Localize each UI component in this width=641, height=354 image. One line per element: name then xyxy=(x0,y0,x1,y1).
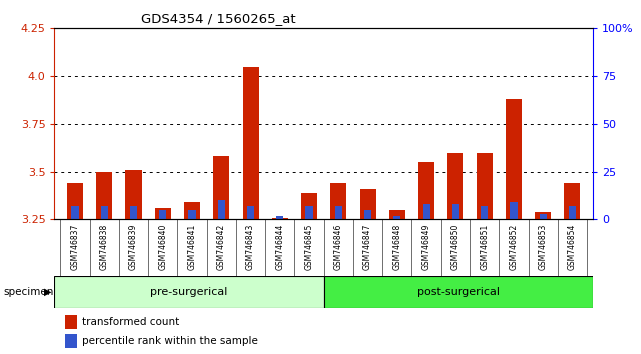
Bar xyxy=(159,210,167,219)
Bar xyxy=(364,210,371,219)
Text: transformed count: transformed count xyxy=(83,316,179,327)
Bar xyxy=(213,156,229,219)
Text: GSM746851: GSM746851 xyxy=(480,224,489,270)
Text: GSM746841: GSM746841 xyxy=(188,224,197,270)
Bar xyxy=(324,276,593,308)
Bar xyxy=(218,200,225,219)
Bar xyxy=(510,202,517,219)
Bar xyxy=(242,67,258,219)
Bar xyxy=(452,204,459,219)
Text: GSM746837: GSM746837 xyxy=(71,224,79,270)
Text: GSM746845: GSM746845 xyxy=(304,224,313,270)
Bar xyxy=(335,206,342,219)
Bar xyxy=(65,334,77,348)
Bar xyxy=(506,99,522,219)
Bar xyxy=(360,189,376,219)
Bar xyxy=(389,210,405,219)
Text: GSM746853: GSM746853 xyxy=(538,224,547,270)
Bar xyxy=(130,206,137,219)
Bar xyxy=(330,183,346,219)
Bar xyxy=(564,183,581,219)
Bar xyxy=(126,170,142,219)
Bar xyxy=(101,206,108,219)
Text: GSM746843: GSM746843 xyxy=(246,224,255,270)
Text: GSM746839: GSM746839 xyxy=(129,224,138,270)
Text: GSM746850: GSM746850 xyxy=(451,224,460,270)
Text: percentile rank within the sample: percentile rank within the sample xyxy=(83,336,258,346)
Text: GSM746848: GSM746848 xyxy=(392,224,401,270)
Text: GSM746846: GSM746846 xyxy=(334,224,343,270)
Bar xyxy=(67,183,83,219)
Text: post-surgerical: post-surgerical xyxy=(417,287,500,297)
Bar xyxy=(184,202,200,219)
Bar xyxy=(418,162,434,219)
Text: specimen: specimen xyxy=(3,287,54,297)
Bar xyxy=(54,276,324,308)
Text: GSM746854: GSM746854 xyxy=(568,224,577,270)
Bar xyxy=(96,172,112,219)
Bar xyxy=(481,206,488,219)
Bar xyxy=(477,153,493,219)
Bar xyxy=(276,216,283,219)
Text: GSM746840: GSM746840 xyxy=(158,224,167,270)
Bar xyxy=(65,315,77,329)
Text: GSM746849: GSM746849 xyxy=(422,224,431,270)
Bar xyxy=(247,206,254,219)
Bar xyxy=(569,206,576,219)
Bar xyxy=(301,193,317,219)
Text: GDS4354 / 1560265_at: GDS4354 / 1560265_at xyxy=(141,12,296,25)
Bar xyxy=(306,206,313,219)
Bar xyxy=(393,216,401,219)
Text: GSM746852: GSM746852 xyxy=(510,224,519,270)
Bar xyxy=(71,206,79,219)
Text: GSM746847: GSM746847 xyxy=(363,224,372,270)
Bar xyxy=(272,218,288,219)
Text: ▶: ▶ xyxy=(44,287,51,297)
Text: GSM746842: GSM746842 xyxy=(217,224,226,270)
Text: pre-surgerical: pre-surgerical xyxy=(151,287,228,297)
Text: GSM746838: GSM746838 xyxy=(100,224,109,270)
Bar xyxy=(535,212,551,219)
Text: GSM746844: GSM746844 xyxy=(276,224,285,270)
Bar xyxy=(422,204,429,219)
Bar xyxy=(540,214,547,219)
Bar xyxy=(188,210,196,219)
Bar xyxy=(154,208,171,219)
Bar xyxy=(447,153,463,219)
